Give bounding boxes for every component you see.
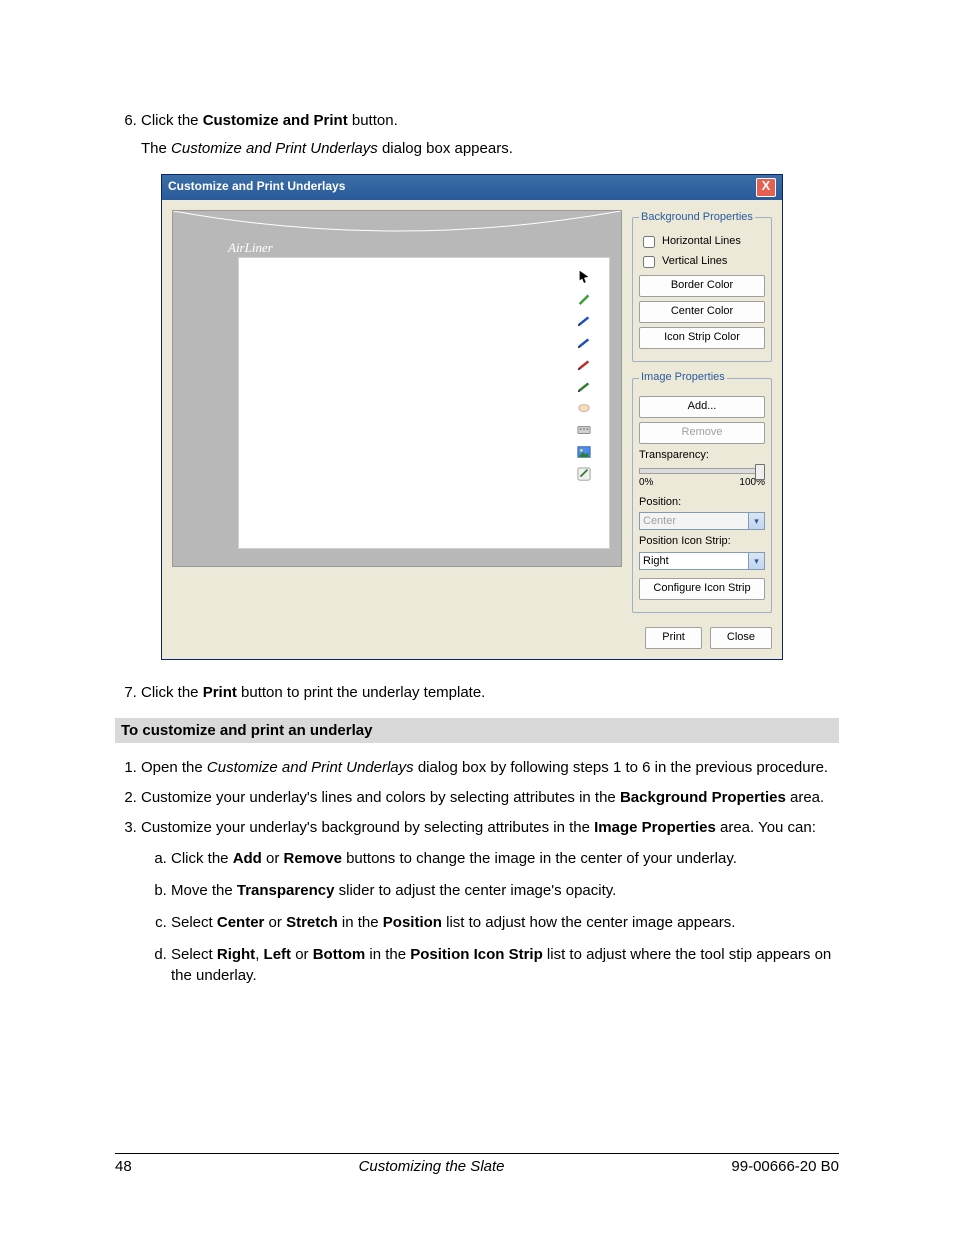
dialog-customize-print-underlays: Customize and Print Underlays X AirLiner xyxy=(161,174,783,661)
proc-step-3b: Move the Transparency slider to adjust t… xyxy=(171,880,839,902)
step6-sub-italic: Customize and Print Underlays xyxy=(171,140,378,157)
options-icon xyxy=(577,467,591,481)
section-heading: To customize and print an underlay xyxy=(115,718,839,743)
pen-blue-icon xyxy=(577,313,591,327)
pen-green2-icon xyxy=(577,379,591,393)
proc-step-1: Open the Customize and Print Underlays d… xyxy=(141,757,839,779)
step7-prefix: Click the xyxy=(141,684,203,701)
position-label: Position: xyxy=(639,495,765,511)
keyboard-icon xyxy=(577,423,591,437)
transparency-min: 0% xyxy=(639,476,653,491)
proc-step-2: Customize your underlay's lines and colo… xyxy=(141,787,839,809)
step-7: Click the Print button to print the unde… xyxy=(141,682,839,704)
slider-thumb-icon[interactable] xyxy=(755,464,765,480)
close-icon[interactable]: X xyxy=(756,178,776,197)
step7-bold: Print xyxy=(203,684,237,701)
proc-step-3c: Select Center or Stretch in the Position… xyxy=(171,912,839,934)
transparency-label: Transparency: xyxy=(639,448,765,464)
page-footer: 48 Customizing the Slate 99-00666-20 B0 xyxy=(115,1153,839,1175)
picture-icon xyxy=(577,445,591,459)
step-6: Click the Customize and Print button. Th… xyxy=(141,110,839,660)
position-icon-strip-label: Position Icon Strip: xyxy=(639,534,765,550)
cursor-icon xyxy=(577,269,591,283)
step6-sub-prefix: The xyxy=(141,140,171,157)
preview-brand-text: AirLiner xyxy=(228,239,273,258)
step6-text-suffix: button. xyxy=(348,112,398,129)
doc-number: 99-00666-20 B0 xyxy=(731,1158,839,1175)
preview-icon-strip xyxy=(575,269,593,481)
chevron-down-icon: ▾ xyxy=(748,553,764,569)
background-properties-legend: Background Properties xyxy=(639,210,755,226)
preview-pane: AirLiner xyxy=(172,210,622,567)
step6-text-prefix: Click the xyxy=(141,112,203,129)
proc-step-3d: Select Right, Left or Bottom in the Posi… xyxy=(171,944,839,988)
pen-blue2-icon xyxy=(577,335,591,349)
step6-bold: Customize and Print xyxy=(203,112,348,129)
remove-button[interactable]: Remove xyxy=(639,422,765,444)
horizontal-lines-checkbox[interactable]: Horizontal Lines xyxy=(639,233,765,251)
close-button[interactable]: Close xyxy=(710,627,772,649)
position-select[interactable]: Center ▾ xyxy=(639,512,765,530)
configure-icon-strip-button[interactable]: Configure Icon Strip xyxy=(639,578,765,600)
icon-strip-color-button[interactable]: Icon Strip Color xyxy=(639,327,765,349)
page-number: 48 xyxy=(115,1158,132,1175)
center-color-button[interactable]: Center Color xyxy=(639,301,765,323)
proc-step-3: Customize your underlay's background by … xyxy=(141,817,839,988)
print-button[interactable]: Print xyxy=(645,627,702,649)
chevron-down-icon: ▾ xyxy=(748,513,764,529)
pen-green-icon xyxy=(577,291,591,305)
transparency-slider[interactable] xyxy=(639,468,765,474)
footer-title: Customizing the Slate xyxy=(359,1158,505,1175)
position-icon-strip-select[interactable]: Right ▾ xyxy=(639,552,765,570)
dialog-titlebar: Customize and Print Underlays X xyxy=(162,175,782,200)
pen-red-icon xyxy=(577,357,591,371)
step7-suffix: button to print the underlay template. xyxy=(237,684,486,701)
vertical-lines-checkbox[interactable]: Vertical Lines xyxy=(639,253,765,271)
proc-step-3a: Click the Add or Remove buttons to chang… xyxy=(171,848,839,870)
preview-canvas xyxy=(238,257,610,549)
background-properties-group: Background Properties Horizontal Lines V… xyxy=(632,210,772,363)
image-properties-group: Image Properties Add... Remove Transpare… xyxy=(632,370,772,613)
step6-sub-suffix: dialog box appears. xyxy=(378,140,513,157)
border-color-button[interactable]: Border Color xyxy=(639,275,765,297)
eraser-icon xyxy=(577,401,591,415)
image-properties-legend: Image Properties xyxy=(639,370,727,386)
dialog-title: Customize and Print Underlays xyxy=(168,178,345,195)
add-button[interactable]: Add... xyxy=(639,396,765,418)
